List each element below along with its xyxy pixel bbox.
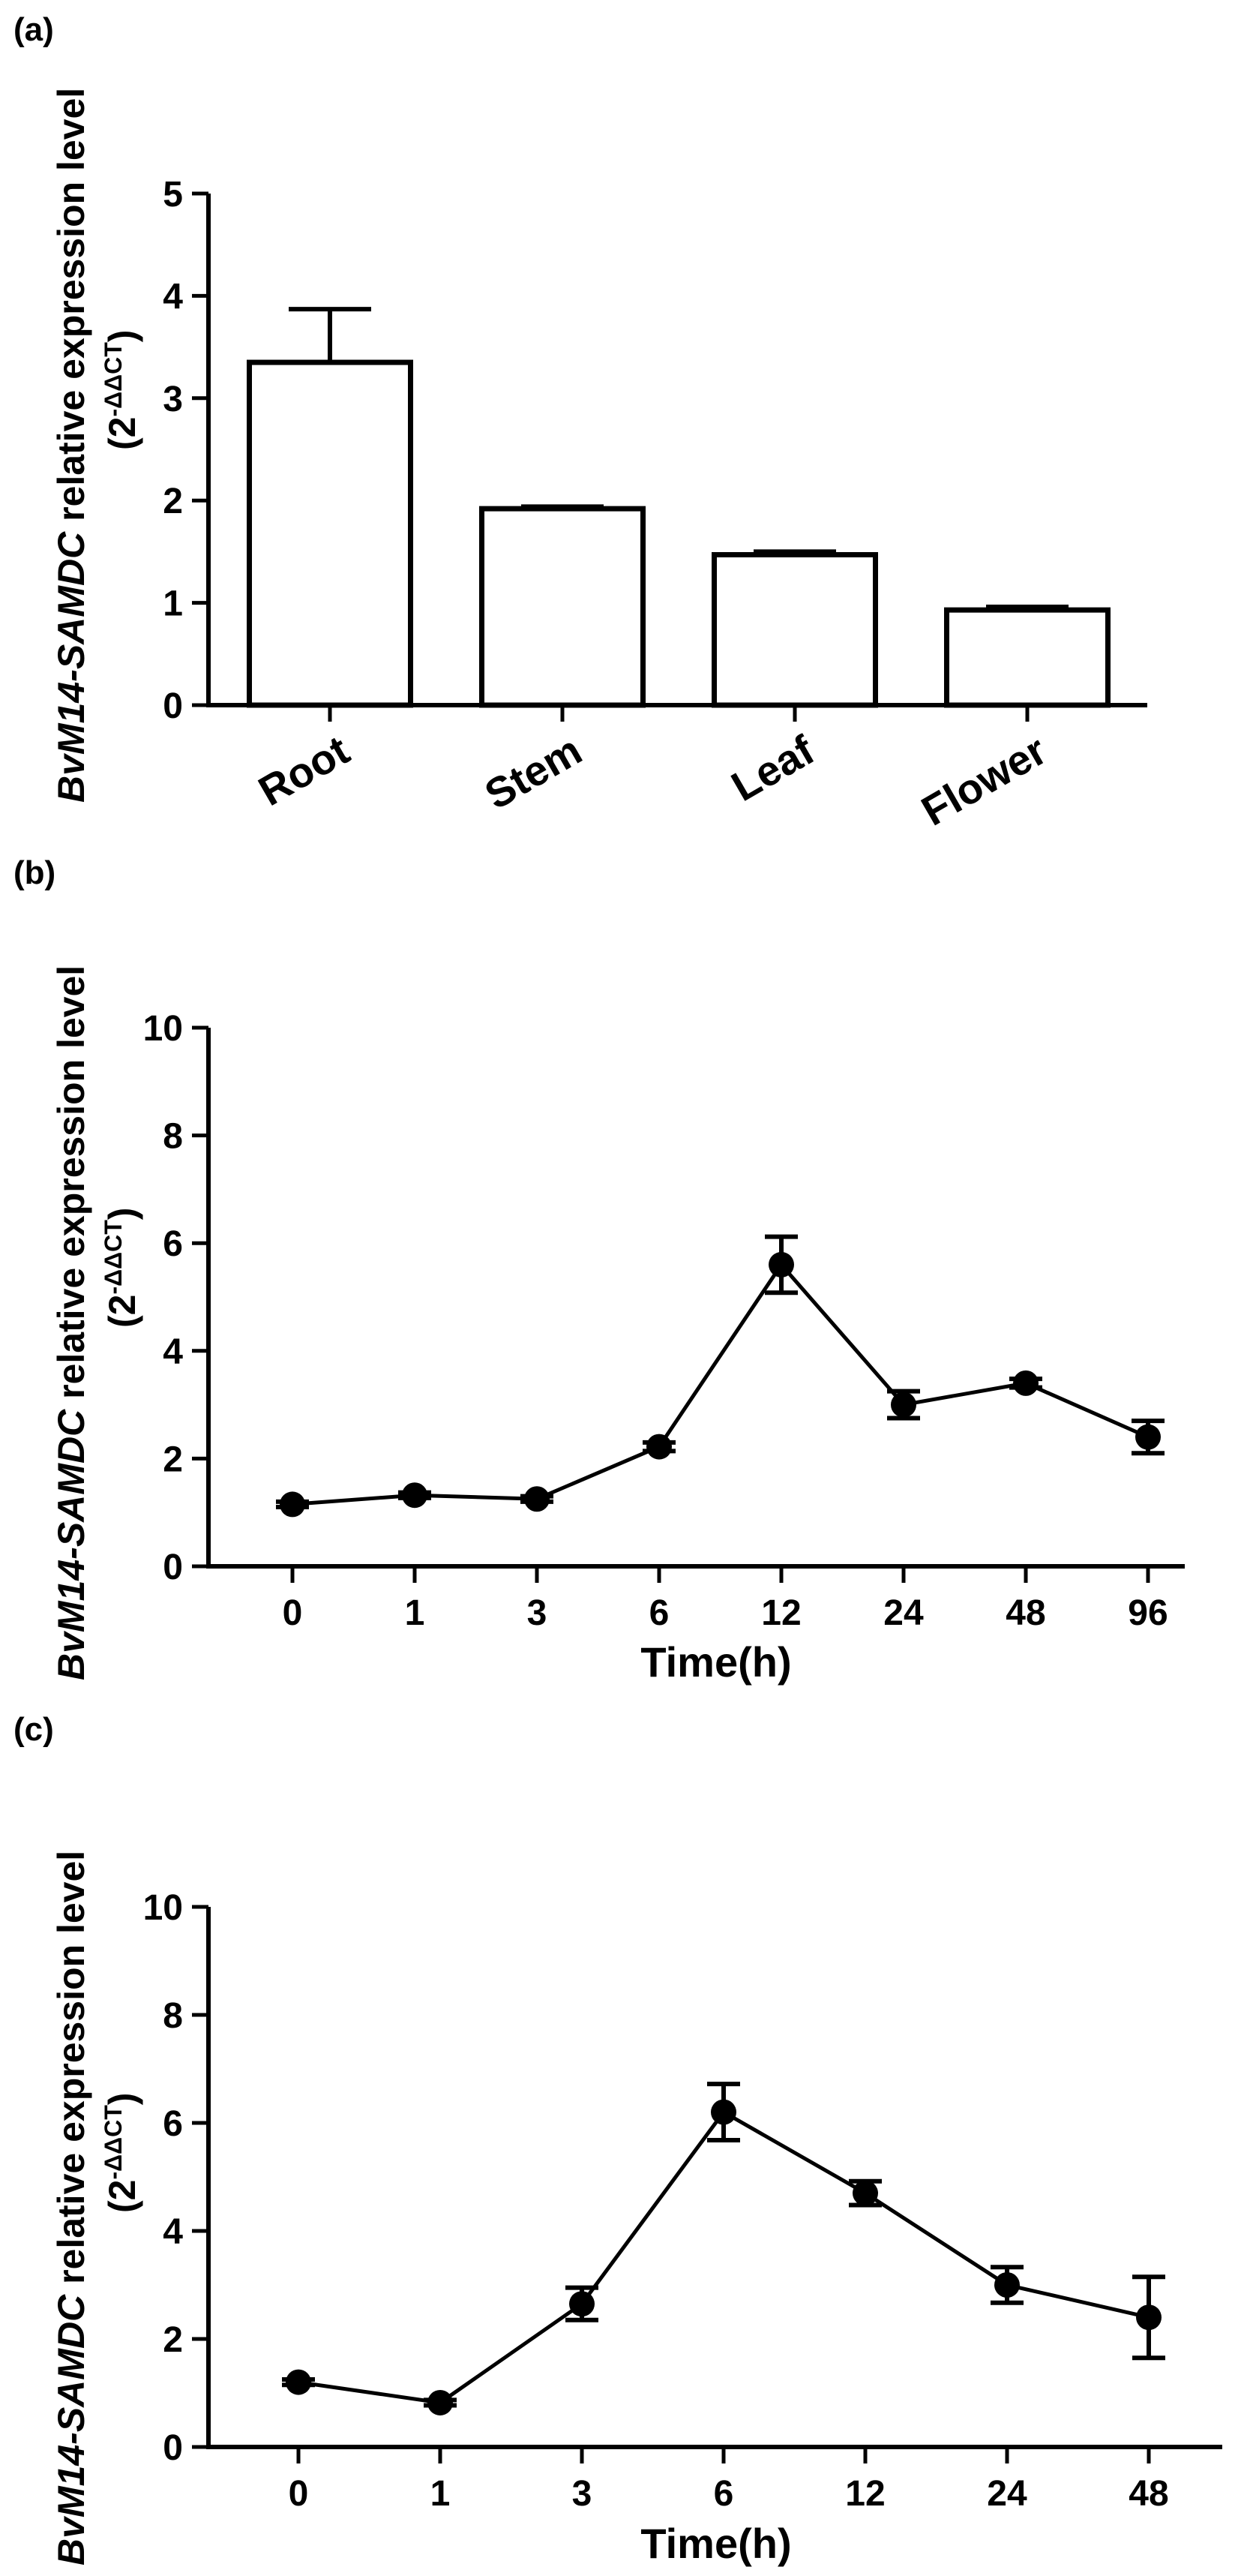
panel-c-ylabel-base: (2: [101, 2180, 143, 2213]
panel-b-ylabel-sup: -ΔΔCT: [100, 1220, 127, 1295]
panel-c-series-line: [298, 2109, 1150, 2405]
panel-b-ylabel-gene: BvM14-SAMDC: [50, 1409, 92, 1680]
panel-c-ytick-label: 6: [163, 2104, 183, 2144]
panel-b-xlabel: Time(h): [640, 1638, 791, 1686]
panel-a-bar: [247, 359, 413, 708]
panel-a-bar: [944, 607, 1111, 708]
panel-a-ylabel-line2: (2-ΔΔCT): [100, 330, 143, 450]
panel-a-bar: [479, 506, 646, 708]
panel-a: (a) BvM14-SAMDC relative expression leve…: [13, 11, 1147, 835]
panel-b-xtick-label: 6: [649, 1593, 670, 1633]
panel-c-xtick-label: 0: [289, 2474, 309, 2514]
panel-b-xtick-label: 96: [1128, 1593, 1168, 1633]
panel-a-ytick-label: 4: [163, 277, 183, 317]
panel-b-data-point: [891, 1392, 916, 1418]
panel-b-data-point: [646, 1434, 672, 1460]
panel-c-data-point: [1136, 2304, 1162, 2331]
panel-a-label: (a): [13, 11, 54, 48]
panel-a-plot: 0 1 2 3 4 5 Root Stem Leaf Flower: [163, 175, 1147, 835]
panel-b-label: (b): [13, 854, 55, 891]
panel-c-data-point: [427, 2389, 453, 2415]
panel-a-ytick-label: 0: [163, 686, 183, 726]
panel-c-label: (c): [13, 1711, 54, 1748]
panel-c-ylabel-gene: BvM14-SAMDC: [50, 2294, 92, 2565]
panel-c-xtick-label: 3: [572, 2474, 592, 2514]
panel-c-ylabel-close: ): [101, 2093, 143, 2106]
panel-a-ytick-label: 5: [163, 175, 183, 215]
panel-b-data-point: [402, 1482, 427, 1509]
panel-b-ytick-label: 10: [143, 1009, 183, 1049]
panel-a-ylabel-sup: -ΔΔCT: [100, 342, 127, 417]
panel-b-xtick-label: 1: [405, 1593, 425, 1633]
panel-b-xtick-label: 12: [761, 1593, 801, 1633]
panel-c: (c) BvM14-SAMDC relative expression leve…: [13, 1711, 1222, 2567]
panel-b-data-point: [280, 1491, 305, 1518]
panel-b-xtick-label: 24: [883, 1593, 924, 1633]
panel-c-ytick-label: 2: [163, 2320, 183, 2360]
panel-b-ylabel-line1: BvM14-SAMDC relative expression level: [50, 965, 92, 1680]
panel-b-data-point: [769, 1251, 794, 1277]
panel-b: (b) BvM14-SAMDC relative expression leve…: [13, 854, 1185, 1686]
panel-b-xtick-label: 48: [1006, 1593, 1045, 1633]
panel-a-bar: [712, 551, 878, 708]
panel-b-series-line: [292, 1261, 1150, 1506]
panel-b-ylabel-base: (2: [101, 1295, 143, 1328]
panel-b-ytick-label: 0: [163, 1548, 183, 1587]
panel-b-ylabel-line2: (2-ΔΔCT): [100, 1208, 143, 1328]
panel-a-xtick-label: Flower: [913, 726, 1054, 835]
panel-a-ylabel-text: relative expression level: [50, 88, 92, 532]
panel-b-ytick-label: 8: [163, 1117, 183, 1157]
panel-a-xtick-label: Root: [250, 726, 357, 815]
panel-b-ytick-label: 2: [163, 1440, 183, 1479]
panel-c-data-point: [853, 2180, 878, 2206]
panel-b-xtick-label: 3: [527, 1593, 547, 1633]
panel-c-xtick-label: 1: [430, 2474, 451, 2514]
panel-c-ytick-label: 10: [143, 1888, 183, 1928]
panel-a-xtick-label: Leaf: [724, 726, 823, 810]
panel-c-xtick-label: 48: [1129, 2474, 1168, 2514]
panel-c-data-point: [994, 2272, 1020, 2298]
panel-a-xtick-label: Stem: [477, 726, 589, 818]
panel-c-data-point: [711, 2099, 736, 2125]
panel-a-ytick-label: 3: [163, 380, 183, 419]
panel-b-data-point: [524, 1486, 550, 1512]
panel-b-xtick-label: 0: [283, 1593, 303, 1633]
panel-c-xlabel: Time(h): [640, 2520, 791, 2567]
panel-b-data-point: [1013, 1370, 1039, 1396]
panel-c-ylabel-line2: (2-ΔΔCT): [100, 2093, 143, 2213]
panel-c-xtick-label: 6: [714, 2474, 734, 2514]
panel-b-ylabel-text: relative expression level: [50, 965, 92, 1410]
panel-b-ytick-label: 4: [163, 1332, 183, 1372]
panel-c-ylabel-line1: BvM14-SAMDC relative expression level: [50, 1851, 92, 2565]
panel-b-ylabel-close: ): [101, 1208, 143, 1220]
panel-c-data-point: [286, 2369, 311, 2395]
panel-c-ytick-label: 8: [163, 1996, 183, 2036]
panel-a-ylabel-line1: BvM14-SAMDC relative expression level: [50, 88, 92, 803]
panel-a-ylabel-close: ): [101, 330, 143, 343]
panel-a-ylabel-base: (2: [101, 417, 143, 450]
panel-c-xtick-label: 12: [845, 2474, 885, 2514]
panel-b-data-point: [1135, 1424, 1161, 1450]
panel-c-data-point: [569, 2291, 595, 2317]
panel-c-xtick-label: 24: [987, 2474, 1027, 2514]
panel-c-ytick-label: 0: [163, 2428, 183, 2468]
panel-a-ytick-label: 2: [163, 482, 183, 521]
panel-c-ytick-label: 4: [163, 2212, 183, 2252]
panel-a-ytick-label: 1: [163, 584, 183, 624]
panel-c-ylabel-sup: -ΔΔCT: [100, 2105, 127, 2180]
panel-a-ylabel-gene: BvM14-SAMDC: [50, 531, 92, 803]
panel-c-ylabel-text: relative expression level: [50, 1851, 92, 2295]
panel-b-ytick-label: 6: [163, 1224, 183, 1264]
